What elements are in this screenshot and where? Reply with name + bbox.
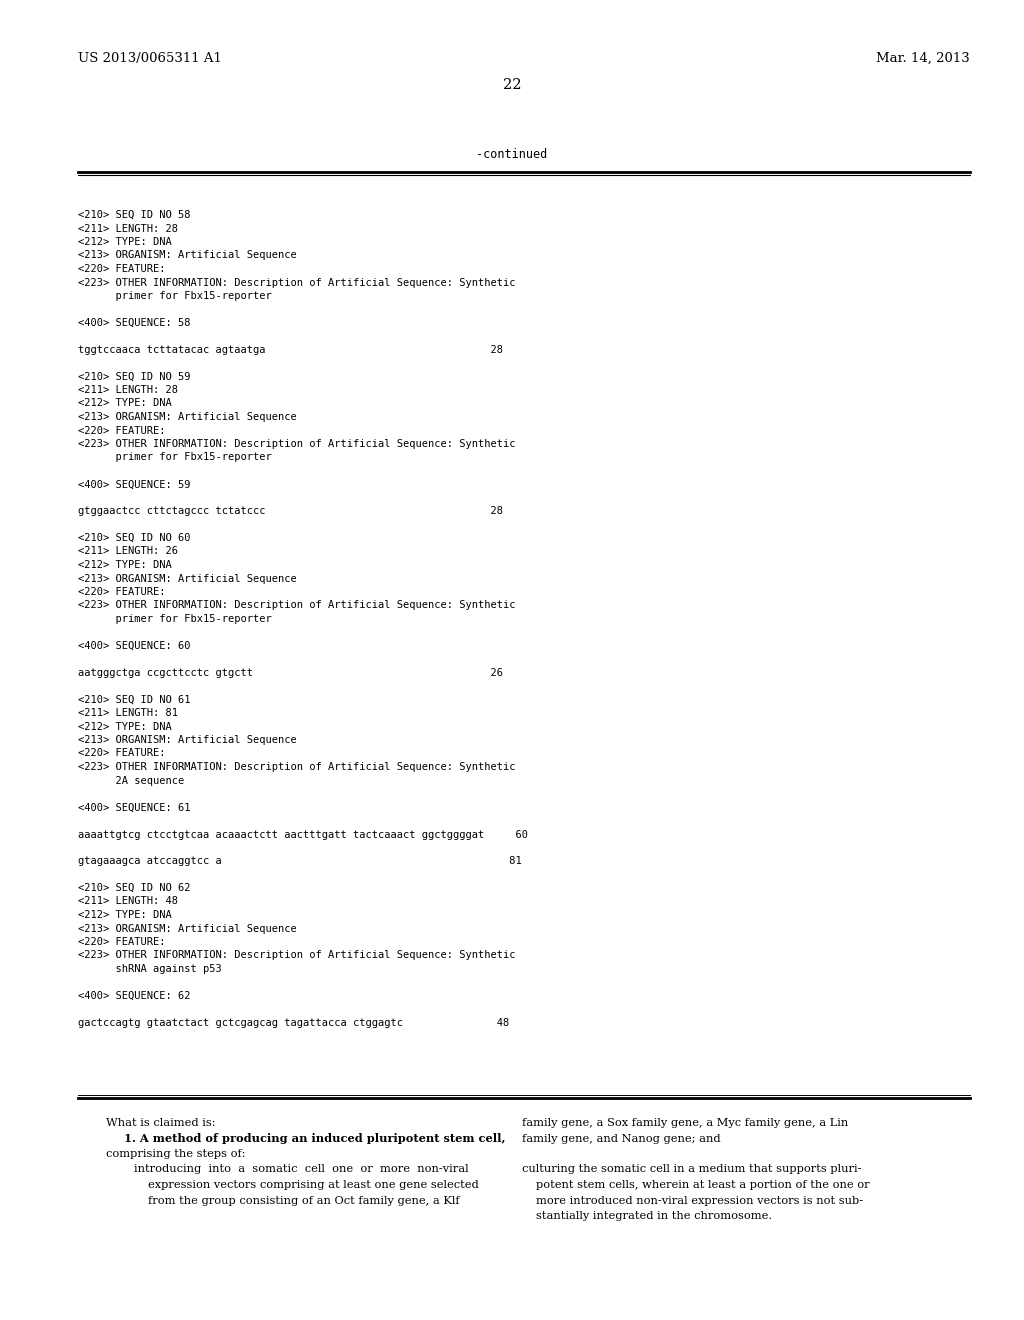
Text: gactccagtg gtaatctact gctcgagcag tagattacca ctggagtc               48: gactccagtg gtaatctact gctcgagcag tagatta…	[78, 1018, 509, 1028]
Text: <211> LENGTH: 26: <211> LENGTH: 26	[78, 546, 178, 557]
Text: from the group consisting of an Oct family gene, a Klf: from the group consisting of an Oct fami…	[148, 1196, 460, 1205]
Text: stantially integrated in the chromosome.: stantially integrated in the chromosome.	[536, 1210, 772, 1221]
Text: <400> SEQUENCE: 59: <400> SEQUENCE: 59	[78, 479, 190, 490]
Text: 1. A method of producing an induced pluripotent stem cell,: 1. A method of producing an induced plur…	[124, 1134, 506, 1144]
Text: more introduced non-viral expression vectors is not sub-: more introduced non-viral expression vec…	[536, 1196, 863, 1205]
Text: <400> SEQUENCE: 58: <400> SEQUENCE: 58	[78, 318, 190, 327]
Text: <211> LENGTH: 48: <211> LENGTH: 48	[78, 896, 178, 907]
Text: <211> LENGTH: 28: <211> LENGTH: 28	[78, 385, 178, 395]
Text: <211> LENGTH: 28: <211> LENGTH: 28	[78, 223, 178, 234]
Text: <220> FEATURE:: <220> FEATURE:	[78, 425, 166, 436]
Text: What is claimed is:: What is claimed is:	[106, 1118, 215, 1129]
Text: <220> FEATURE:: <220> FEATURE:	[78, 748, 166, 759]
Text: gtagaaagca atccaggtcc a                                              81: gtagaaagca atccaggtcc a 81	[78, 857, 522, 866]
Text: <213> ORGANISM: Artificial Sequence: <213> ORGANISM: Artificial Sequence	[78, 924, 297, 933]
Text: <213> ORGANISM: Artificial Sequence: <213> ORGANISM: Artificial Sequence	[78, 573, 297, 583]
Text: <210> SEQ ID NO 62: <210> SEQ ID NO 62	[78, 883, 190, 894]
Text: <212> TYPE: DNA: <212> TYPE: DNA	[78, 238, 172, 247]
Text: <400> SEQUENCE: 61: <400> SEQUENCE: 61	[78, 803, 190, 813]
Text: 2A sequence: 2A sequence	[78, 776, 184, 785]
Text: <212> TYPE: DNA: <212> TYPE: DNA	[78, 399, 172, 408]
Text: Mar. 14, 2013: Mar. 14, 2013	[877, 51, 970, 65]
Text: <223> OTHER INFORMATION: Description of Artificial Sequence: Synthetic: <223> OTHER INFORMATION: Description of …	[78, 950, 515, 961]
Text: expression vectors comprising at least one gene selected: expression vectors comprising at least o…	[148, 1180, 479, 1191]
Text: <212> TYPE: DNA: <212> TYPE: DNA	[78, 722, 172, 731]
Text: comprising the steps of:: comprising the steps of:	[106, 1148, 246, 1159]
Text: <212> TYPE: DNA: <212> TYPE: DNA	[78, 909, 172, 920]
Text: primer for Fbx15-reporter: primer for Fbx15-reporter	[78, 290, 271, 301]
Text: primer for Fbx15-reporter: primer for Fbx15-reporter	[78, 453, 271, 462]
Text: -continued: -continued	[476, 148, 548, 161]
Text: potent stem cells, wherein at least a portion of the one or: potent stem cells, wherein at least a po…	[536, 1180, 869, 1191]
Text: <220> FEATURE:: <220> FEATURE:	[78, 587, 166, 597]
Text: <220> FEATURE:: <220> FEATURE:	[78, 264, 166, 275]
Text: <223> OTHER INFORMATION: Description of Artificial Sequence: Synthetic: <223> OTHER INFORMATION: Description of …	[78, 277, 515, 288]
Text: <223> OTHER INFORMATION: Description of Artificial Sequence: Synthetic: <223> OTHER INFORMATION: Description of …	[78, 440, 515, 449]
Text: gtggaactcc cttctagccc tctatccc                                    28: gtggaactcc cttctagccc tctatccc 28	[78, 507, 503, 516]
Text: <400> SEQUENCE: 62: <400> SEQUENCE: 62	[78, 991, 190, 1001]
Text: <210> SEQ ID NO 59: <210> SEQ ID NO 59	[78, 371, 190, 381]
Text: <210> SEQ ID NO 60: <210> SEQ ID NO 60	[78, 533, 190, 543]
Text: family gene, and Nanog gene; and: family gene, and Nanog gene; and	[522, 1134, 721, 1143]
Text: aatgggctga ccgcttcctc gtgctt                                      26: aatgggctga ccgcttcctc gtgctt 26	[78, 668, 503, 678]
Text: <223> OTHER INFORMATION: Description of Artificial Sequence: Synthetic: <223> OTHER INFORMATION: Description of …	[78, 762, 515, 772]
Text: US 2013/0065311 A1: US 2013/0065311 A1	[78, 51, 222, 65]
Text: introducing  into  a  somatic  cell  one  or  more  non-viral: introducing into a somatic cell one or m…	[134, 1164, 469, 1175]
Text: <223> OTHER INFORMATION: Description of Artificial Sequence: Synthetic: <223> OTHER INFORMATION: Description of …	[78, 601, 515, 610]
Text: <213> ORGANISM: Artificial Sequence: <213> ORGANISM: Artificial Sequence	[78, 251, 297, 260]
Text: <212> TYPE: DNA: <212> TYPE: DNA	[78, 560, 172, 570]
Text: <213> ORGANISM: Artificial Sequence: <213> ORGANISM: Artificial Sequence	[78, 735, 297, 744]
Text: aaaattgtcg ctcctgtcaa acaaactctt aactttgatt tactcaaact ggctggggat     60: aaaattgtcg ctcctgtcaa acaaactctt aactttg…	[78, 829, 528, 840]
Text: <210> SEQ ID NO 61: <210> SEQ ID NO 61	[78, 694, 190, 705]
Text: shRNA against p53: shRNA against p53	[78, 964, 222, 974]
Text: 22: 22	[503, 78, 521, 92]
Text: <210> SEQ ID NO 58: <210> SEQ ID NO 58	[78, 210, 190, 220]
Text: tggtccaaca tcttatacac agtaatga                                    28: tggtccaaca tcttatacac agtaatga 28	[78, 345, 503, 355]
Text: primer for Fbx15-reporter: primer for Fbx15-reporter	[78, 614, 271, 624]
Text: <213> ORGANISM: Artificial Sequence: <213> ORGANISM: Artificial Sequence	[78, 412, 297, 422]
Text: <211> LENGTH: 81: <211> LENGTH: 81	[78, 708, 178, 718]
Text: <400> SEQUENCE: 60: <400> SEQUENCE: 60	[78, 642, 190, 651]
Text: family gene, a Sox family gene, a Myc family gene, a Lin: family gene, a Sox family gene, a Myc fa…	[522, 1118, 848, 1129]
Text: <220> FEATURE:: <220> FEATURE:	[78, 937, 166, 946]
Text: culturing the somatic cell in a medium that supports pluri-: culturing the somatic cell in a medium t…	[522, 1164, 861, 1175]
